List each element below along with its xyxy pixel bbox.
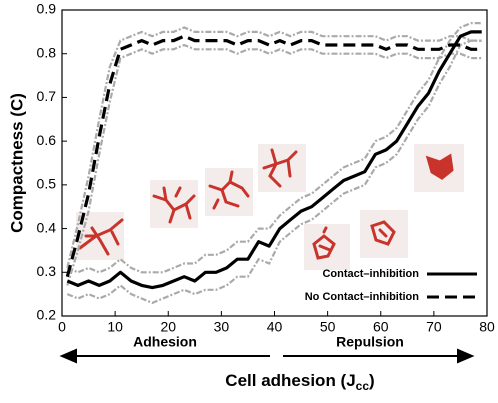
y-tick-label: 0.3 [37, 263, 57, 279]
x-axis-label: Cell adhesion (Jcc) [225, 371, 374, 393]
cell-images [76, 144, 464, 270]
x-tick-label: 20 [160, 319, 176, 335]
y-tick-label: 0.6 [37, 132, 57, 148]
confidence-band [66, 26, 482, 269]
annotation-arrows [59, 348, 475, 364]
cell-image [150, 180, 198, 228]
cell-shape [152, 186, 196, 224]
y-tick-label: 0.4 [37, 219, 57, 235]
cell-image [304, 224, 350, 270]
y-tick-label: 0.2 [37, 307, 57, 323]
x-tick-label: 60 [373, 319, 389, 335]
y-tick-label: 0.9 [37, 1, 57, 17]
cell-shape [312, 226, 336, 260]
legend-label: No Contact–inhibition [305, 291, 420, 303]
cell-shape [425, 153, 454, 180]
x-tick-label: 50 [320, 319, 336, 335]
cell-shape [370, 220, 396, 246]
series-line [66, 30, 482, 290]
cell-shape [208, 170, 250, 210]
y-tick-label: 0.7 [37, 88, 57, 104]
arrow-head [59, 348, 77, 364]
x-tick-label: 30 [214, 319, 230, 335]
y-tick-label: 0.8 [37, 44, 57, 60]
cell-shape [262, 148, 298, 188]
annotation: Repulsion [336, 334, 404, 350]
arrow-head [457, 348, 475, 364]
cell-image [76, 212, 124, 260]
series-line [65, 34, 482, 278]
x-label-sub: cc [356, 379, 370, 393]
annotation: Adhesion [133, 334, 197, 350]
y-axis-label: Compactness (C) [7, 93, 26, 233]
cell-shape [78, 218, 124, 256]
x-tick-label: 0 [58, 319, 66, 335]
confidence-band [66, 39, 482, 305]
x-tick-label: 70 [426, 319, 442, 335]
x-tick-label: 10 [107, 319, 123, 335]
x-label-end: ) [369, 371, 375, 390]
legend-label: Contact–inhibition [322, 268, 419, 280]
confidence-band [66, 22, 482, 274]
y-tick-label: 0.5 [37, 176, 57, 192]
x-tick-label: 80 [479, 319, 495, 335]
x-label-text: Cell adhesion (J [225, 371, 355, 390]
x-tick-label: 40 [267, 319, 283, 335]
